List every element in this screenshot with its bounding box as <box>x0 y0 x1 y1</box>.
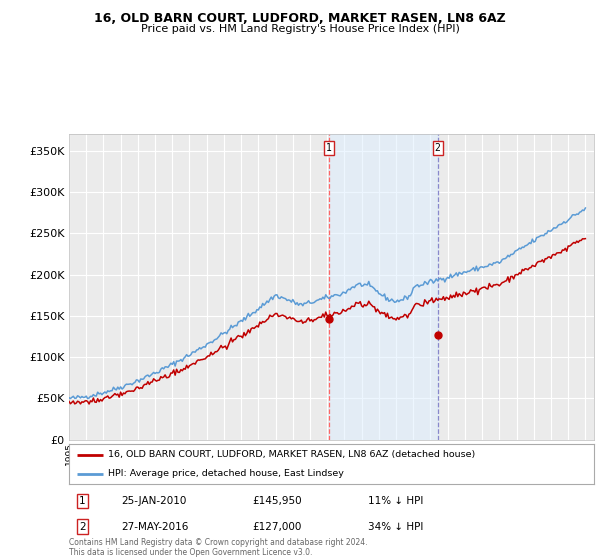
Text: 16, OLD BARN COURT, LUDFORD, MARKET RASEN, LN8 6AZ (detached house): 16, OLD BARN COURT, LUDFORD, MARKET RASE… <box>109 450 476 459</box>
Text: Price paid vs. HM Land Registry's House Price Index (HPI): Price paid vs. HM Land Registry's House … <box>140 24 460 34</box>
Text: 1: 1 <box>79 496 85 506</box>
Text: 2: 2 <box>79 522 85 531</box>
Text: 25-JAN-2010: 25-JAN-2010 <box>121 496 187 506</box>
Text: 1: 1 <box>326 143 332 153</box>
Text: £127,000: £127,000 <box>253 522 302 531</box>
Text: 27-MAY-2016: 27-MAY-2016 <box>121 522 189 531</box>
Text: 11% ↓ HPI: 11% ↓ HPI <box>368 496 424 506</box>
Text: 34% ↓ HPI: 34% ↓ HPI <box>368 522 424 531</box>
Text: Contains HM Land Registry data © Crown copyright and database right 2024.
This d: Contains HM Land Registry data © Crown c… <box>69 538 367 557</box>
Text: HPI: Average price, detached house, East Lindsey: HPI: Average price, detached house, East… <box>109 469 344 478</box>
Text: £145,950: £145,950 <box>253 496 302 506</box>
Bar <box>329 134 437 440</box>
Text: 2: 2 <box>435 143 440 153</box>
Text: 16, OLD BARN COURT, LUDFORD, MARKET RASEN, LN8 6AZ: 16, OLD BARN COURT, LUDFORD, MARKET RASE… <box>94 12 506 25</box>
